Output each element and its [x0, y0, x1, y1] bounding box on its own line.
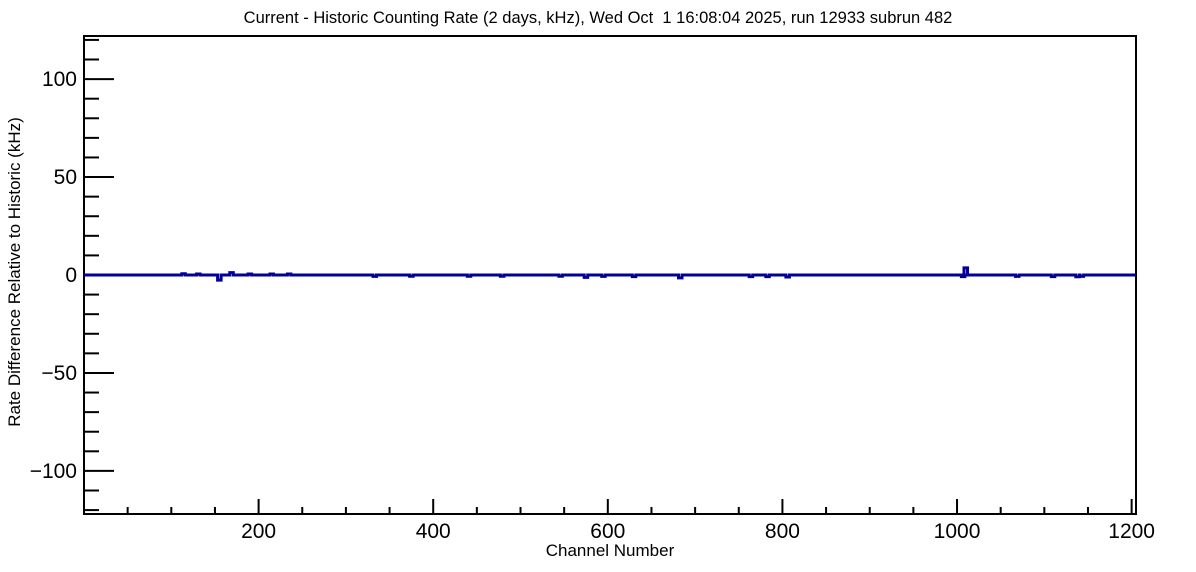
- y-tick-label: −50: [41, 362, 77, 385]
- x-tick-label: 200: [241, 520, 276, 543]
- x-tick-label: 600: [590, 520, 625, 543]
- x-tick-label: 1200: [1108, 520, 1155, 543]
- x-tick-label: 800: [765, 520, 800, 543]
- y-tick-label: −100: [30, 460, 77, 483]
- x-tick-label: 400: [416, 520, 451, 543]
- y-tick-label: 0: [65, 264, 77, 287]
- y-tick-label: 100: [42, 68, 77, 91]
- x-tick-label: 1000: [934, 520, 981, 543]
- data-series-line: [84, 266, 1136, 282]
- chart-title: Current - Historic Counting Rate (2 days…: [243, 9, 953, 27]
- y-tick-label: 50: [54, 166, 77, 189]
- x-axis-title: Channel Number: [545, 541, 675, 560]
